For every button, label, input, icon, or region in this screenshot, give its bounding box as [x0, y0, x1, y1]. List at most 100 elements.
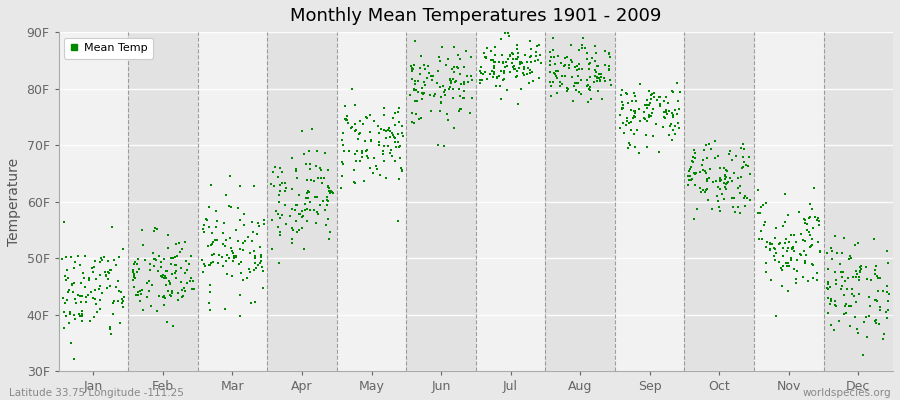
Point [171, 290, 185, 297]
Point [238, 210, 252, 217]
Point [456, 95, 471, 101]
Point [713, 175, 727, 182]
Point [718, 171, 733, 178]
Point [590, 69, 604, 75]
Point [613, 111, 627, 118]
Point [506, 63, 520, 70]
Point [63, 308, 77, 315]
Point [828, 298, 842, 304]
Point [157, 293, 171, 300]
Point [176, 287, 190, 294]
Point [616, 120, 630, 126]
Point [734, 145, 749, 152]
Point [204, 252, 219, 258]
Point [196, 261, 211, 267]
Point [870, 298, 885, 304]
Point [694, 189, 708, 195]
Point [300, 190, 314, 196]
Point [472, 68, 487, 74]
Point [802, 214, 816, 221]
Point [560, 85, 574, 91]
Point [778, 236, 793, 242]
Point [143, 260, 157, 267]
Point [544, 82, 559, 89]
Point [698, 170, 713, 176]
Point [246, 229, 260, 235]
Point [383, 134, 398, 140]
Point [518, 64, 532, 71]
Point [130, 256, 145, 263]
Point [788, 276, 803, 282]
Point [415, 84, 429, 91]
Point [222, 255, 237, 261]
Point [569, 80, 583, 86]
Point [159, 275, 174, 282]
Point [135, 286, 149, 293]
Point [151, 253, 166, 259]
Point [148, 225, 162, 232]
Bar [824, 32, 893, 371]
Point [491, 59, 506, 65]
Point [373, 130, 387, 136]
Point [253, 244, 267, 250]
Point [254, 254, 268, 260]
Point [876, 288, 890, 294]
Point [646, 94, 661, 100]
Point [619, 91, 634, 97]
Point [247, 266, 261, 273]
Point [410, 87, 424, 93]
Point [697, 147, 711, 154]
Point [713, 208, 727, 214]
Point [793, 252, 807, 258]
Point [671, 106, 686, 112]
Point [87, 314, 102, 320]
Point [434, 94, 448, 100]
Point [723, 175, 737, 181]
Point [359, 148, 374, 154]
Point [391, 139, 405, 146]
Point [834, 286, 849, 293]
Point [224, 203, 238, 210]
Point [604, 82, 618, 88]
Point [743, 171, 758, 177]
Point [195, 269, 210, 275]
Point [389, 144, 403, 150]
Point [487, 71, 501, 77]
Point [594, 71, 608, 78]
Point [233, 217, 248, 223]
Point [436, 82, 450, 89]
Point [880, 289, 895, 296]
Point [705, 206, 719, 212]
Point [857, 319, 871, 325]
Point [231, 238, 246, 245]
Point [472, 80, 487, 86]
Point [347, 151, 362, 157]
Point [212, 252, 226, 258]
Point [670, 111, 685, 117]
Point [706, 179, 720, 185]
Point [711, 197, 725, 204]
Point [494, 96, 508, 102]
Point [88, 296, 103, 302]
Point [710, 184, 724, 190]
Point [642, 112, 656, 118]
Point [852, 277, 867, 283]
Point [442, 86, 456, 92]
Point [272, 199, 286, 205]
Point [774, 265, 788, 271]
Point [560, 87, 574, 94]
Point [388, 138, 402, 145]
Point [289, 218, 303, 224]
Point [464, 54, 478, 60]
Point [554, 79, 568, 86]
Point [506, 56, 520, 62]
Point [256, 217, 271, 223]
Point [832, 261, 847, 268]
Point [301, 195, 315, 202]
Point [68, 312, 82, 318]
Point [566, 83, 580, 90]
Point [769, 313, 783, 319]
Point [290, 228, 304, 235]
Point [806, 225, 820, 231]
Point [320, 202, 334, 208]
